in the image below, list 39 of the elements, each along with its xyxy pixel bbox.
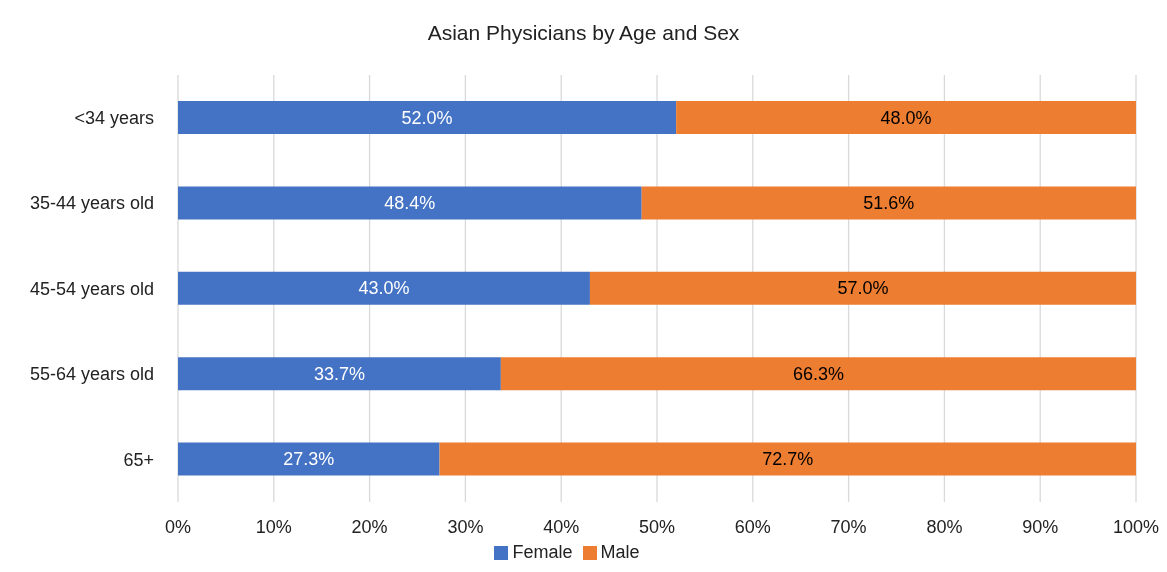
x-tick-label: 40% [543,516,580,537]
y-tick-label: 65+ [123,449,154,470]
chart-title: Asian Physicians by Age and Sex [426,20,741,46]
bar [500,357,1136,391]
bar [178,186,642,220]
y-tick-label: 45-54 years old [29,278,154,299]
data-label: 48.4% [384,192,436,213]
x-tick-label: 30% [447,516,484,537]
bar [676,101,1136,134]
bar [439,442,1136,476]
x-tick-label: 100% [1112,516,1160,537]
bar [178,101,677,134]
bar [641,186,1136,220]
y-tick-label: 35-44 years old [29,193,154,214]
x-tick-label: 10% [255,516,292,537]
data-label: 52.0% [401,107,453,128]
x-tick-label: 0% [164,516,192,537]
x-tick-label: 20% [351,516,388,537]
y-tick-label: <34 years [74,108,154,129]
bar [178,271,590,305]
y-tick-label: 55-64 years old [29,364,154,385]
data-label: 43.0% [358,278,410,299]
x-tick-label: 90% [1022,516,1059,537]
legend-label: Female [512,542,573,562]
data-label: 51.6% [863,192,915,213]
bar [589,271,1136,305]
bar [178,357,501,391]
x-tick-label: 80% [926,516,963,537]
data-label: 57.0% [837,278,889,299]
data-label: 66.3% [792,363,844,384]
legend-label: Male [600,542,640,562]
data-label: 27.3% [283,449,335,470]
data-label: 33.7% [313,363,365,384]
x-tick-label: 70% [830,516,867,537]
data-label: 48.0% [880,107,932,128]
x-tick-label: 50% [638,516,676,537]
bar [178,442,440,476]
data-label: 72.7% [762,449,814,470]
x-tick-label: 60% [734,516,771,537]
